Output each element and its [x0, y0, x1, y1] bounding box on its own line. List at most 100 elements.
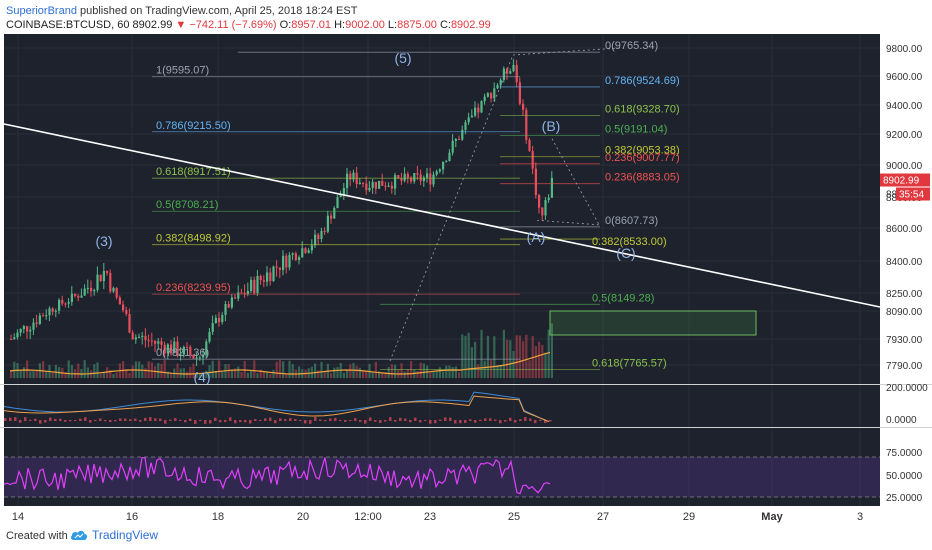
volume-bar: [538, 341, 541, 378]
candle-body: [112, 287, 115, 292]
candle-body: [394, 175, 397, 189]
macd-histogram-bar: [314, 417, 317, 421]
fib-left-label: 0(7821.36): [156, 347, 209, 359]
macd-histogram-bar: [469, 419, 472, 421]
symbol-label: COINBASE:BTCUSD, 60: [6, 19, 130, 31]
macd-histogram-bar: [534, 420, 537, 424]
candle-body: [208, 331, 211, 342]
macd-histogram-bar: [444, 417, 447, 421]
candle-body: [461, 129, 464, 140]
volume-bar: [534, 346, 537, 378]
candle-body: [256, 276, 259, 294]
candle-body: [310, 245, 313, 251]
candle-body: [301, 248, 304, 258]
target-zone-box: [549, 310, 757, 336]
volume-bar: [461, 334, 464, 378]
tradingview-logo[interactable]: TradingView: [70, 528, 158, 542]
macd-histogram-bar: [14, 417, 17, 421]
ohlc-low: 8875.00: [397, 19, 437, 31]
published-text: published on TradingView.com, April 25, …: [80, 5, 358, 17]
volume-bar: [131, 365, 134, 378]
volume-bar: [106, 367, 109, 378]
fib-left-label: 0.5(8708.21): [156, 199, 218, 211]
candle-body: [179, 354, 182, 356]
macd-histogram-bar: [229, 417, 232, 421]
volume-ma-line: [9, 351, 551, 375]
macd-histogram-bar: [259, 420, 262, 422]
candle-body: [176, 341, 179, 356]
volume-bar: [378, 371, 381, 378]
macd-histogram-bar: [184, 420, 187, 423]
macd-histogram-bar: [344, 420, 347, 422]
fib-left-label: 0.786(9215.50): [156, 120, 231, 132]
candle-body: [422, 177, 425, 182]
candle-body: [362, 182, 365, 184]
volume-bar: [438, 367, 441, 378]
volume-bar: [195, 372, 198, 378]
time-tick-label: 18: [212, 511, 224, 523]
volume-bar: [467, 332, 470, 378]
candle-body: [42, 315, 45, 317]
price-tick-label: 8600.00: [886, 224, 923, 235]
candle-body: [214, 317, 217, 324]
volume-bar: [147, 361, 150, 378]
volume-bar: [54, 364, 57, 378]
volume-bar: [499, 364, 502, 378]
candle-body: [102, 270, 105, 282]
candle-body: [221, 315, 224, 323]
volume-bar: [112, 373, 115, 378]
volume-bar: [403, 371, 406, 378]
time-tick-label: 16: [126, 511, 138, 523]
macd-histogram-bar: [214, 417, 217, 421]
volume-bar: [192, 363, 195, 378]
candle-body: [93, 290, 96, 292]
candle-body: [243, 293, 246, 295]
volume-bar: [365, 370, 368, 378]
fib-right-label: 0.236(8883.05): [605, 172, 680, 184]
main-pane[interactable]: [4, 34, 880, 384]
macd-histogram-bar: [464, 420, 467, 423]
volume-bar: [163, 360, 166, 378]
candle-body: [445, 160, 448, 162]
volume-bar: [22, 367, 25, 378]
volume-bar: [349, 364, 352, 378]
price-chart[interactable]: 1(9595.07) 0.786(9215.50) 0.618(8917.51) 0.…: [0, 34, 932, 524]
volume-bar: [179, 368, 182, 378]
volume-bar: [262, 370, 265, 378]
fib-right-label: 0(8607.73): [605, 215, 658, 227]
fib-left-label: 0.236(8239.95): [156, 282, 231, 294]
candle-body: [474, 107, 477, 116]
macd-histogram-bar: [484, 418, 487, 421]
candle-body: [83, 288, 86, 296]
axes: 9800.009600.009400.009200.009000.008800.…: [0, 34, 932, 524]
macd-histogram-bar: [544, 420, 547, 423]
candle-body: [483, 96, 486, 102]
candle-body: [128, 314, 131, 333]
rsi-tick-label: 75.0000: [886, 448, 923, 459]
macd-histogram-bar: [159, 418, 162, 421]
candle-body: [304, 248, 307, 253]
volume-bar: [150, 362, 153, 378]
price-tick-label: 9800.00: [886, 44, 923, 55]
author-link[interactable]: SuperiorBrand: [6, 5, 77, 17]
candle-body: [525, 109, 528, 140]
macd-histogram-bar: [504, 420, 507, 422]
candle-body: [493, 88, 496, 99]
macd-histogram-bar: [419, 420, 422, 423]
candle-body: [547, 197, 550, 201]
macd-histogram-bar: [514, 420, 517, 423]
candle-body: [115, 287, 118, 298]
macd-histogram-bar: [384, 420, 387, 422]
candle-body: [259, 276, 262, 281]
volume-bar: [336, 367, 339, 378]
macd-histogram-bar: [439, 419, 442, 421]
macd-histogram-bar: [179, 419, 182, 421]
volume-bar: [390, 364, 393, 378]
macd-histogram-bar: [309, 420, 312, 424]
macd-histogram-bar: [454, 420, 457, 424]
volume-bar: [314, 363, 317, 378]
candle-body: [448, 152, 451, 161]
volume-bar: [128, 373, 131, 378]
macd-tick-label: 200.0000: [886, 383, 928, 394]
volume-bar: [240, 372, 243, 378]
